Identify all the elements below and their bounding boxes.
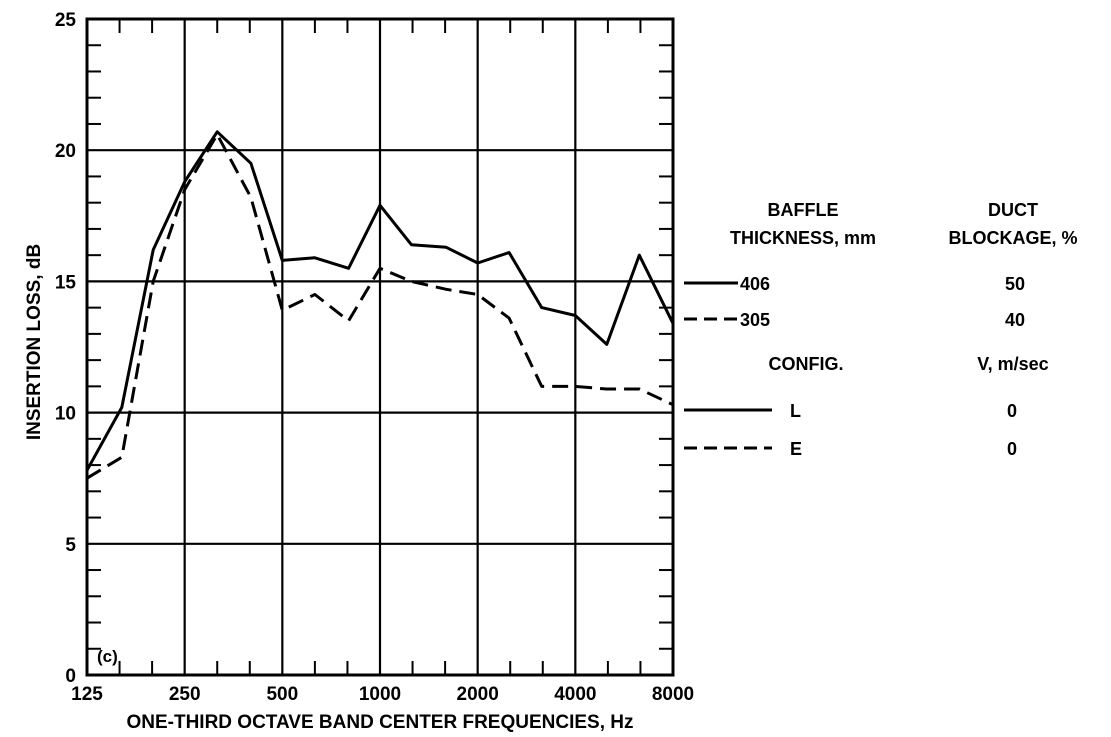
x-axis-label: ONE-THIRD OCTAVE BAND CENTER FREQUENCIES… bbox=[126, 712, 633, 733]
series-line-solid bbox=[85, 130, 675, 472]
legend: BAFFLE THICKNESS, mm DUCT BLOCKAGE, % 40… bbox=[684, 200, 1078, 459]
legend-blockage-40: 40 bbox=[1005, 310, 1025, 330]
grid bbox=[87, 19, 673, 675]
y-tick-labels: 0 5 10 15 20 25 bbox=[55, 10, 77, 687]
y-tick-label-15: 15 bbox=[55, 272, 77, 293]
y-tick-label-25: 25 bbox=[55, 10, 77, 31]
legend-header-baffle: BAFFLE bbox=[768, 200, 839, 220]
x-tick-label-125: 125 bbox=[71, 684, 103, 705]
plot-frame bbox=[85, 17, 675, 677]
legend-header-blockage: BLOCKAGE, % bbox=[948, 228, 1077, 248]
x-tick-label-500: 500 bbox=[266, 684, 298, 705]
legend-header-config: CONFIG. bbox=[769, 354, 844, 374]
y-tick-label-0: 0 bbox=[65, 666, 76, 687]
legend-thickness-305: 305 bbox=[740, 310, 770, 330]
y-axis-label: INSERTION LOSS, dB bbox=[24, 244, 45, 440]
legend-thickness-406: 406 bbox=[740, 274, 770, 294]
x-tick-labels: 125 250 500 1000 2000 4000 8000 bbox=[71, 684, 694, 705]
x-tick-label-8000: 8000 bbox=[652, 684, 694, 705]
legend-header-thickness: THICKNESS, mm bbox=[730, 228, 876, 248]
y-tick-label-10: 10 bbox=[55, 404, 76, 425]
legend-velocity-0-b: 0 bbox=[1007, 439, 1017, 459]
legend-header-duct: DUCT bbox=[988, 200, 1038, 220]
y-tick-label-20: 20 bbox=[55, 141, 76, 162]
series-layer bbox=[85, 130, 675, 480]
x-tick-label-1000: 1000 bbox=[359, 684, 401, 705]
x-tick-label-4000: 4000 bbox=[554, 684, 596, 705]
legend-header-velocity: V, m/sec bbox=[977, 354, 1048, 374]
panel-label: (c) bbox=[97, 647, 118, 666]
x-tick-label-2000: 2000 bbox=[457, 684, 499, 705]
y-tick-label-5: 5 bbox=[65, 535, 76, 556]
legend-config-e: E bbox=[790, 439, 802, 459]
legend-velocity-0-a: 0 bbox=[1007, 401, 1017, 421]
series-line-dashed bbox=[86, 133, 674, 480]
legend-config-l: L bbox=[790, 401, 801, 421]
tick-marks bbox=[87, 19, 673, 675]
legend-blockage-50: 50 bbox=[1005, 274, 1025, 294]
x-tick-label-250: 250 bbox=[169, 684, 201, 705]
